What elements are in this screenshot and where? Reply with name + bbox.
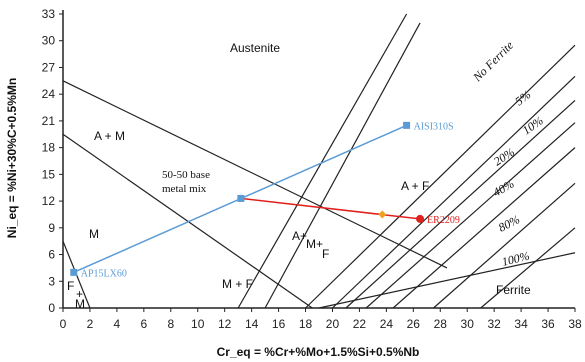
phase-boundary-line xyxy=(480,227,576,309)
y-tick-label: 33 xyxy=(42,7,56,21)
ferrite-label-100: 100% xyxy=(500,249,531,269)
region-label-m: M xyxy=(89,227,99,241)
y-tick-label: 0 xyxy=(48,301,55,315)
x-tick-label: 32 xyxy=(487,317,501,331)
phase-boundary-line xyxy=(433,182,576,309)
phase-boundary-line xyxy=(62,80,448,269)
dilution-line xyxy=(240,197,421,220)
y-tick-label: 21 xyxy=(42,114,56,128)
region-labels: Austenite A + M M A + F A+ M+ F M + F Fe… xyxy=(67,41,531,311)
ferrite-label-10: 10% xyxy=(520,113,546,137)
region-label-m-f: M + F xyxy=(222,277,253,291)
phase-boundary-line xyxy=(392,147,576,309)
x-tick-label: 4 xyxy=(114,317,121,331)
ferrite-label-5: 5% xyxy=(512,87,533,108)
region-label-m-corner: M xyxy=(75,297,85,311)
point-marker xyxy=(416,214,425,223)
phase-boundary-line xyxy=(365,122,576,309)
x-tick-label: 10 xyxy=(191,317,205,331)
point-marker xyxy=(70,268,78,276)
x-tick-labels: 0 2 4 6 8 10 12 14 16 18 20 22 24 26 28 30 32 34 36 38 xyxy=(60,308,582,331)
x-tick-label: 22 xyxy=(353,317,367,331)
y-axis-label: Ni_eq = %Ni+30%C+0.5%Mn xyxy=(5,78,19,238)
region-label-m-plus: M+ xyxy=(306,237,323,251)
phase-boundary-lines xyxy=(62,13,576,309)
x-tick-label: 24 xyxy=(380,317,394,331)
phase-boundary-line xyxy=(62,133,313,309)
point-label: AP15LX60 xyxy=(81,268,127,279)
point-label: AISI310S xyxy=(414,121,454,132)
point-marker xyxy=(403,121,411,129)
x-tick-label: 12 xyxy=(218,317,232,331)
region-label-austenite: Austenite xyxy=(230,41,280,55)
y-tick-label: 30 xyxy=(42,34,56,48)
x-tick-label: 16 xyxy=(272,317,286,331)
x-tick-label: 2 xyxy=(87,317,94,331)
x-tick-label: 36 xyxy=(541,317,555,331)
x-tick-label: 18 xyxy=(299,317,313,331)
region-label-a-plus: A+ xyxy=(292,229,307,243)
region-label-plus-corner: + xyxy=(76,287,83,301)
region-label-f-corner: F xyxy=(67,279,74,293)
ferrite-label-40: 40% xyxy=(491,176,517,199)
annotation-line-2: metal mix xyxy=(162,183,207,195)
region-label-ferrite: Ferrite xyxy=(496,283,531,297)
phase-boundary-line xyxy=(237,13,408,309)
x-tick-label: 6 xyxy=(140,317,147,331)
ferrite-label-80: 80% xyxy=(496,212,522,234)
x-tick-label: 26 xyxy=(407,317,421,331)
point-label: ER2209 xyxy=(427,215,460,226)
data-points: AISI310S AP15LX60 ER2209 xyxy=(70,121,460,279)
region-label-a-f: A + F xyxy=(401,179,429,193)
y-tick-label: 18 xyxy=(42,141,56,155)
point-marker xyxy=(237,194,245,202)
y-tick-label: 15 xyxy=(42,167,56,181)
ferrite-label-no-ferrite: No Ferrite xyxy=(470,38,517,85)
dilution-lines xyxy=(73,124,421,274)
x-tick-label: 14 xyxy=(245,317,259,331)
y-tick-label: 12 xyxy=(42,194,56,208)
mix-annotation: 50-50 base metal mix xyxy=(162,169,210,195)
x-axis-title: Cr_eq = %Cr+%Mo+1.5%Si+0.5%Nb xyxy=(217,345,420,359)
phase-boundary-line xyxy=(332,75,576,309)
y-tick-label: 3 xyxy=(48,274,55,288)
region-label-f-inner: F xyxy=(322,247,329,261)
phase-boundary-line xyxy=(305,44,576,309)
y-tick-label: 9 xyxy=(48,221,55,235)
region-label-a-m: A + M xyxy=(94,129,125,143)
x-axis-label: Cr_eq = %Cr+%Mo+1.5%Si+0.5%Nb xyxy=(217,345,420,359)
y-axis-title: Ni_eq = %Ni+30%C+0.5%Mn xyxy=(5,78,19,238)
ferrite-label-20: 20% xyxy=(491,145,517,169)
x-tick-label: 28 xyxy=(434,317,448,331)
x-tick-label: 38 xyxy=(568,317,582,331)
x-tick-label: 30 xyxy=(461,317,475,331)
x-tick-label: 20 xyxy=(326,317,340,331)
phase-boundary-line xyxy=(264,22,421,309)
x-tick-label: 34 xyxy=(514,317,528,331)
x-tick-label: 0 xyxy=(60,317,67,331)
ferrite-percent-labels: No Ferrite 5% 10% 20% 40% 80% 100% xyxy=(470,38,546,269)
y-tick-label: 6 xyxy=(48,248,55,262)
y-tick-label: 27 xyxy=(42,60,56,74)
phase-boundary-line xyxy=(318,252,576,309)
annotation-line-1: 50-50 base xyxy=(162,169,210,181)
y-tick-label: 24 xyxy=(42,87,56,101)
point-marker xyxy=(378,210,387,219)
x-tick-label: 8 xyxy=(167,317,174,331)
y-tick-labels: 0 3 6 9 12 15 18 21 24 27 30 33 xyxy=(42,7,63,315)
phase-boundary-line xyxy=(345,99,576,309)
